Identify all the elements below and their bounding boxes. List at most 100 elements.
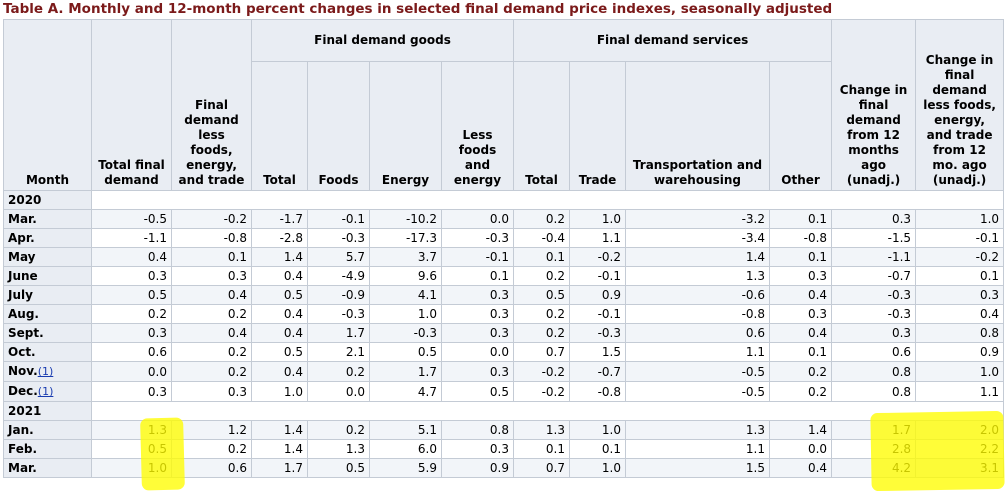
header-services-transportation: Transportation and warehousing [625, 61, 771, 191]
value-cell: -2.8 [251, 228, 308, 248]
value-cell: 3.7 [369, 247, 442, 267]
value-cell: -4.9 [307, 266, 370, 286]
value-cell: 0.4 [91, 247, 172, 267]
value-cell: 0.6 [831, 342, 917, 362]
value-cell: -3.2 [625, 209, 771, 229]
value-cell: 0.4 [251, 304, 308, 324]
value-cell: 4.2 [831, 458, 917, 478]
value-cell: -1.1 [91, 228, 172, 248]
value-cell: 0.1 [171, 247, 252, 267]
value-cell: -1.5 [831, 228, 917, 248]
value-cell: 0.1 [769, 247, 833, 267]
value-cell: 0.2 [513, 323, 571, 343]
value-cell: 0.0 [769, 439, 833, 459]
value-cell: 1.0 [569, 458, 627, 478]
value-cell: 1.0 [569, 420, 627, 440]
year-row: 2021 [3, 401, 1005, 421]
value-cell: 1.0 [569, 209, 627, 229]
table-row: May 0.4 0.1 1.4 5.7 3.7 -0.1 0.1 -0.2 1.4 0.1 -1.1-… [3, 247, 1005, 267]
value-cell: 0.1 [915, 266, 1005, 286]
month-label: Mar. [8, 212, 37, 226]
value-cell: 0.4 [769, 285, 833, 305]
table-row: July 0.5 0.4 0.5 -0.9 4.1 0.3 0.5 0.9 -0.6 0.4 -0.3… [3, 285, 1005, 305]
table-row: June 0.3 0.3 0.4 -4.9 9.6 0.1 0.2 -0.1 1.3 0.3 -0.7… [3, 266, 1005, 286]
value-cell: 0.5 [513, 285, 571, 305]
table-row: Aug. 0.2 0.2 0.4 -0.3 1.0 0.3 0.2 -0.1 -0.8 0.3 -0.… [3, 304, 1005, 324]
value-cell: -0.5 [625, 381, 771, 402]
month-label: Dec. [8, 384, 38, 398]
value-cell: 0.3 [440, 361, 515, 382]
value-cell: 0.3 [171, 266, 252, 286]
value-cell: 0.8 [440, 420, 515, 440]
value-cell: -0.2 [569, 247, 627, 267]
table-row: Dec.(1) 0.3 0.3 1.0 0.0 4.7 0.5 -0.2 -0.8 -0.5 0.2… [3, 381, 1005, 402]
value-cell: -0.8 [769, 228, 833, 248]
value-cell: 1.3 [513, 420, 571, 440]
value-cell: 0.4 [769, 458, 833, 478]
month-cell: Apr. [3, 228, 92, 248]
footnote-link[interactable]: (1) [37, 365, 54, 378]
month-cell: Feb. [3, 439, 92, 459]
value-cell: 1.0 [915, 209, 1005, 229]
value-cell: 0.3 [440, 323, 515, 343]
value-cell: 0.2 [307, 361, 370, 382]
header-services-other: Other [769, 61, 833, 191]
value-cell: 6.0 [369, 439, 442, 459]
value-cell: 0.4 [769, 323, 833, 343]
value-cell: 1.7 [307, 323, 370, 343]
value-cell: -0.5 [91, 209, 172, 229]
value-cell: -0.1 [569, 266, 627, 286]
value-cell: 0.6 [625, 323, 771, 343]
month-label: Aug. [8, 307, 39, 321]
month-label: Nov. [8, 364, 38, 378]
value-cell: 9.6 [369, 266, 442, 286]
year-row: 2020 [3, 190, 1005, 210]
value-cell: 0.1 [513, 247, 571, 267]
value-cell: 0.0 [440, 209, 515, 229]
footnote-link[interactable]: (1) [37, 385, 54, 398]
header-goods-foods: Foods [307, 61, 370, 191]
value-cell: -0.8 [569, 381, 627, 402]
value-cell: 0.3 [440, 439, 515, 459]
value-cell: 1.2 [171, 420, 252, 440]
value-cell: 1.3 [91, 420, 172, 440]
month-cell: June [3, 266, 92, 286]
table-row: Mar. -0.5 -0.2 -1.7 -0.1 -10.2 0.0 0.2 1.0 -3.2 0.… [3, 209, 1005, 229]
value-cell: -0.9 [307, 285, 370, 305]
value-cell: 0.2 [171, 361, 252, 382]
value-cell: 1.7 [251, 458, 308, 478]
value-cell: 1.0 [915, 361, 1005, 382]
value-cell: 2.1 [307, 342, 370, 362]
value-cell: 0.2 [171, 304, 252, 324]
value-cell: 0.5 [91, 285, 172, 305]
value-cell: 1.3 [625, 266, 771, 286]
value-cell: 0.3 [91, 266, 172, 286]
value-cell: -0.1 [440, 247, 515, 267]
value-cell: 0.4 [251, 266, 308, 286]
value-cell: 1.1 [625, 439, 771, 459]
value-cell: -0.8 [625, 304, 771, 324]
header-goods-energy: Energy [369, 61, 442, 191]
month-cell: Nov.(1) [3, 361, 92, 382]
month-cell: May [3, 247, 92, 267]
value-cell: 0.6 [91, 342, 172, 362]
value-cell: -0.2 [915, 247, 1005, 267]
value-cell: -0.3 [307, 228, 370, 248]
value-cell: 0.2 [307, 420, 370, 440]
header-change-12-months: Change in final demand from 12 months ag… [831, 19, 917, 191]
value-cell: -0.7 [831, 266, 917, 286]
value-cell: 0.0 [91, 361, 172, 382]
value-cell: 0.7 [513, 342, 571, 362]
value-cell: 0.6 [171, 458, 252, 478]
value-cell: 0.1 [769, 342, 833, 362]
year-row-spacer [90, 401, 1005, 421]
value-cell: 0.1 [440, 266, 515, 286]
value-cell: -0.1 [307, 209, 370, 229]
value-cell: -0.2 [513, 381, 571, 402]
value-cell: -1.1 [831, 247, 917, 267]
value-cell: 0.3 [915, 285, 1005, 305]
value-cell: -0.4 [513, 228, 571, 248]
year-label: 2020 [3, 190, 92, 210]
value-cell: 0.0 [307, 381, 370, 402]
value-cell: 0.2 [171, 439, 252, 459]
